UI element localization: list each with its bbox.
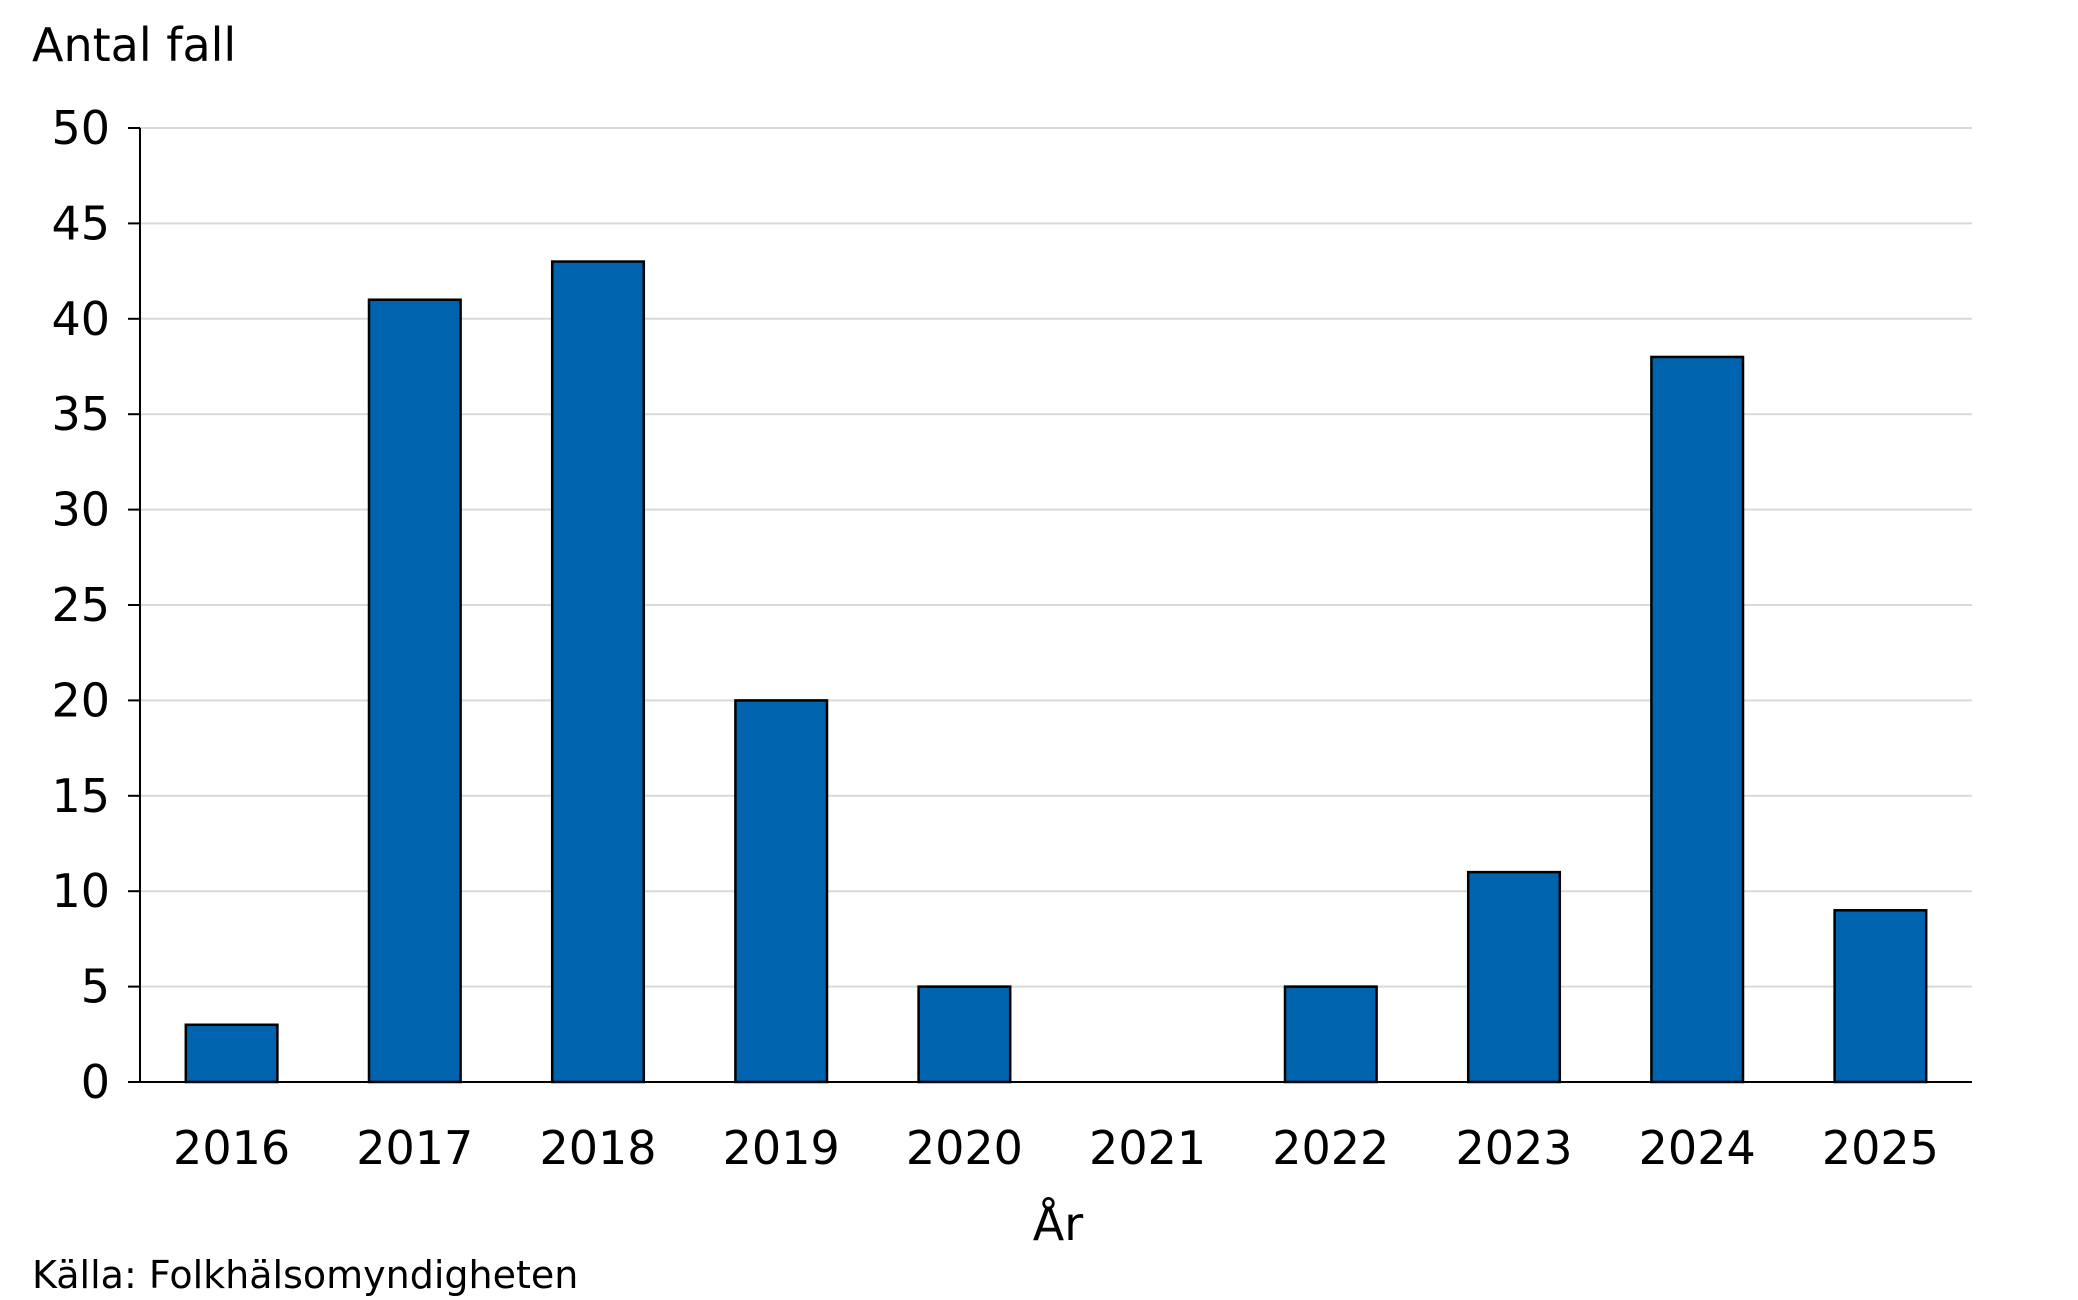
x-tick-label: 2023 xyxy=(1455,1121,1572,1175)
x-tick-label: 2020 xyxy=(906,1121,1023,1175)
y-tick-label: 30 xyxy=(51,483,110,537)
bar-2019 xyxy=(734,699,829,1084)
y-tick-label: 0 xyxy=(81,1055,110,1109)
y-axis-title: Antal fall xyxy=(32,18,237,72)
bar-2017 xyxy=(367,298,462,1084)
y-tick-label: 50 xyxy=(51,101,110,155)
y-tick-label: 45 xyxy=(51,196,110,250)
x-tick-label: 2018 xyxy=(539,1121,656,1175)
x-tick-label: 2017 xyxy=(356,1121,473,1175)
source-note: Källa: Folkhälsomyndigheten xyxy=(32,1253,579,1297)
axes xyxy=(128,127,1972,1083)
x-tick-label: 2025 xyxy=(1822,1121,1939,1175)
bar-2024 xyxy=(1650,355,1745,1084)
x-tick-label: 2022 xyxy=(1272,1121,1389,1175)
bar-2023 xyxy=(1466,870,1562,1084)
x-tick-label: 2024 xyxy=(1639,1121,1756,1175)
y-tick-label: 20 xyxy=(51,673,110,727)
bar-2016 xyxy=(184,1023,279,1084)
y-tick-label: 5 xyxy=(81,960,110,1014)
bar-2020 xyxy=(917,985,1012,1084)
y-tick-label: 25 xyxy=(51,578,110,632)
y-tick-label: 15 xyxy=(51,769,110,823)
x-tick-label: 2016 xyxy=(173,1121,290,1175)
x-tick-labels: 2016 2017 2018 2019 2020 2021 2022 2023 2024 2025 xyxy=(173,1121,1939,1175)
bar-2025 xyxy=(1833,909,1928,1084)
x-tick-label: 2021 xyxy=(1089,1121,1206,1175)
bar-2022 xyxy=(1283,985,1378,1084)
y-tick-labels: 0 5 10 15 20 25 30 35 40 45 50 xyxy=(51,101,110,1109)
x-tick-label: 2019 xyxy=(723,1121,840,1175)
x-axis-title: År xyxy=(1033,1197,1083,1251)
bar-2018 xyxy=(550,260,646,1084)
bars xyxy=(184,260,1928,1084)
y-tick-label: 40 xyxy=(51,292,110,346)
y-tick-label: 35 xyxy=(51,387,110,441)
y-tick-label: 10 xyxy=(51,864,110,918)
